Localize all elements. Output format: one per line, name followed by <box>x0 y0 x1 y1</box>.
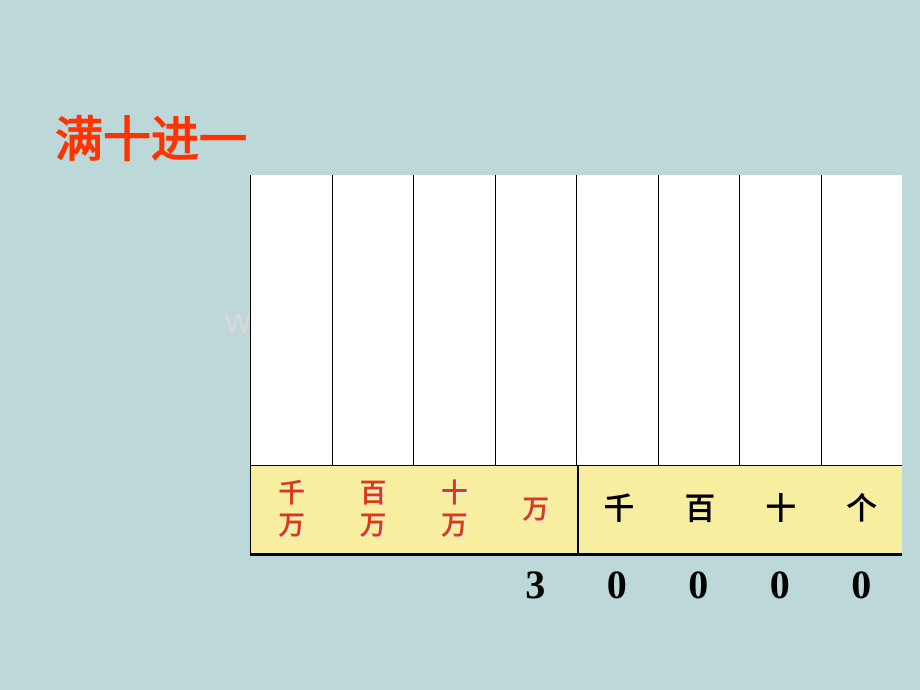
label-shiwan: 十万 <box>414 466 495 553</box>
label-qianwan: 千万 <box>251 466 332 553</box>
chart-column <box>577 175 659 465</box>
label-qian: 千 <box>579 466 660 553</box>
digit: 0 <box>821 561 903 608</box>
label-bai: 百 <box>659 466 740 553</box>
chart-columns <box>251 175 902 465</box>
page-title: 满十进一 <box>55 100 247 170</box>
digit: 0 <box>739 561 821 608</box>
chart-column <box>414 175 496 465</box>
chart-column <box>251 175 333 465</box>
place-value-chart: 千万 百万 十万 万 千 百 十 个 <box>250 175 902 556</box>
number-row: 3 0 0 0 0 <box>495 561 903 608</box>
chart-label-row: 千万 百万 十万 万 千 百 十 个 <box>251 465 902 555</box>
chart-column <box>496 175 578 465</box>
digit: 0 <box>576 561 658 608</box>
digit: 0 <box>658 561 740 608</box>
chart-column <box>333 175 415 465</box>
label-wan: 万 <box>495 466 576 553</box>
digit: 3 <box>495 561 577 608</box>
chart-column <box>740 175 822 465</box>
labels-left-group: 千万 百万 十万 万 <box>251 466 577 553</box>
label-baiwan: 百万 <box>332 466 413 553</box>
chart-column <box>659 175 741 465</box>
label-shi: 十 <box>740 466 821 553</box>
chart-column <box>822 175 903 465</box>
labels-right-group: 千 百 十 个 <box>577 466 903 553</box>
label-ge: 个 <box>821 466 902 553</box>
